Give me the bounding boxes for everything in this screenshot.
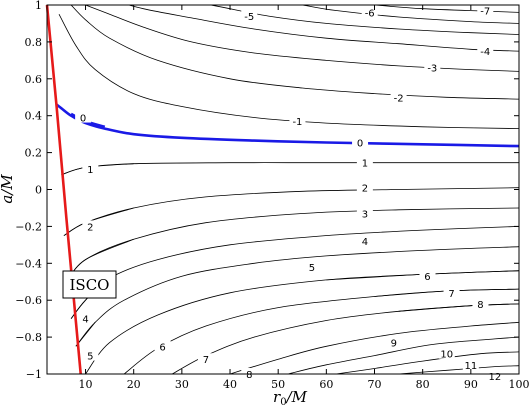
contour-label-bg (82, 220, 99, 232)
contour-label-neg7: -7 (480, 7, 490, 18)
contour-label-bg (77, 312, 94, 324)
axis-ticks: 10 20 30 40 50 60 70 80 90 10010.80.60.40.20−0.2−… (15, 0, 529, 391)
contour-label-neg3: -3 (427, 64, 437, 75)
x-tick-label: 10 (79, 378, 93, 391)
contour-label-bg (477, 45, 494, 57)
x-tick-label: 50 (271, 378, 285, 391)
y-tick-label: −0.4 (15, 257, 42, 270)
contour-line-9 (229, 321, 519, 374)
y-tick-label: 0.6 (25, 73, 43, 86)
y-tick-label: 0 (35, 184, 42, 197)
isco-label: ISCO (70, 276, 110, 294)
contour-label-bg (356, 181, 373, 193)
contour-label-bg (197, 353, 214, 365)
plot-area (47, 5, 519, 374)
contour-label-10: 10 (440, 350, 453, 361)
contour-line-0 (55, 103, 519, 148)
contour-label-neg6: -6 (365, 8, 375, 19)
contour-label-8: 8 (477, 300, 483, 311)
contour-label-1: 1 (362, 159, 368, 170)
contour-label-bg (356, 207, 373, 219)
contour-label-2: 2 (362, 184, 368, 195)
contour-label-0: 0 (357, 138, 363, 149)
x-axis-label: r0/M (273, 388, 308, 408)
contour-label-bg (361, 6, 378, 18)
y-tick-label: 0.2 (25, 147, 43, 160)
x-tick-label: 20 (127, 378, 141, 391)
contour-line-neg4 (127, 5, 519, 52)
x-tick-label: 40 (223, 378, 237, 391)
x-tick-label: 90 (464, 378, 478, 391)
y-axis-label: a/M (0, 174, 16, 204)
contour-label-bg (154, 340, 171, 352)
contour-label-neg4: -4 (480, 47, 490, 58)
contour-label-0: 0 (80, 114, 86, 125)
contour-line-5 (75, 246, 519, 347)
contour-label-bg (352, 136, 369, 148)
contour-line-8 (398, 303, 519, 312)
contour-label-neg1: -1 (292, 117, 302, 128)
y-tick-label: −1 (26, 368, 42, 381)
contour-label-11: 11 (464, 361, 477, 372)
contour-label-bg (356, 156, 373, 168)
contour-label-bg (82, 163, 99, 175)
x-tick-label: 80 (416, 378, 430, 391)
contour-label-bg (472, 297, 489, 309)
contour-label-bg (303, 260, 320, 272)
contour-label-bg (82, 349, 99, 361)
contour-label-neg5: -5 (244, 12, 254, 23)
contour-label-4: 4 (362, 237, 368, 248)
contour-label-6: 6 (159, 342, 165, 353)
contour-label-bg (419, 270, 436, 282)
y-tick-label: −0.2 (15, 220, 42, 233)
contour-label-bg (462, 358, 479, 370)
y-tick-label: −0.6 (15, 294, 42, 307)
contour-label-7: 7 (448, 289, 454, 300)
isco-annotation: ISCO (62, 270, 117, 299)
contour-label-bg (486, 369, 503, 381)
isco-label-box (62, 270, 117, 299)
y-tick-label: 1 (35, 0, 42, 12)
contour-label-bg (356, 235, 373, 247)
contour-label-bg (390, 91, 407, 103)
contour-label-bg (443, 286, 460, 298)
contour-label-bg (477, 4, 494, 16)
contour-label-3: 3 (362, 209, 368, 220)
contour-label-7: 7 (203, 355, 209, 366)
contour-line-neg2 (70, 5, 519, 100)
contour-label-bg (424, 61, 441, 73)
contour-label-12: 12 (489, 372, 502, 383)
contour-label-2: 2 (87, 222, 93, 233)
contour-label-bg (241, 10, 258, 22)
contour-label-5: 5 (87, 352, 93, 363)
contour-line-neg3 (85, 5, 519, 72)
contour-label-bg (75, 111, 92, 123)
contour-label-8: 8 (246, 370, 252, 381)
x-tick-label: 30 (175, 378, 189, 391)
x-tick-label: 100 (509, 378, 529, 391)
contour-line-10 (287, 336, 519, 374)
contour-label-9: 9 (391, 339, 397, 350)
y-tick-label: −0.8 (15, 331, 42, 344)
contour-label-neg2: -2 (394, 93, 404, 104)
y-tick-label: 0.8 (25, 36, 43, 49)
contour-label-bg (385, 336, 402, 348)
contour-label-6: 6 (424, 272, 430, 283)
contour-label-4: 4 (82, 315, 88, 326)
contour-label-bg (438, 347, 455, 359)
contour-line-neg1 (58, 14, 519, 129)
x-tick-label: 70 (368, 378, 382, 391)
x-tick-label: 60 (319, 378, 333, 391)
contour-label-1: 1 (87, 165, 93, 176)
contour-line-11 (335, 351, 519, 374)
contour-label-5: 5 (309, 263, 315, 274)
contour-label-bg (289, 115, 306, 127)
contour-lines (55, 5, 519, 374)
contour-line-neg5 (208, 5, 519, 35)
y-tick-label: 0.4 (25, 110, 43, 123)
